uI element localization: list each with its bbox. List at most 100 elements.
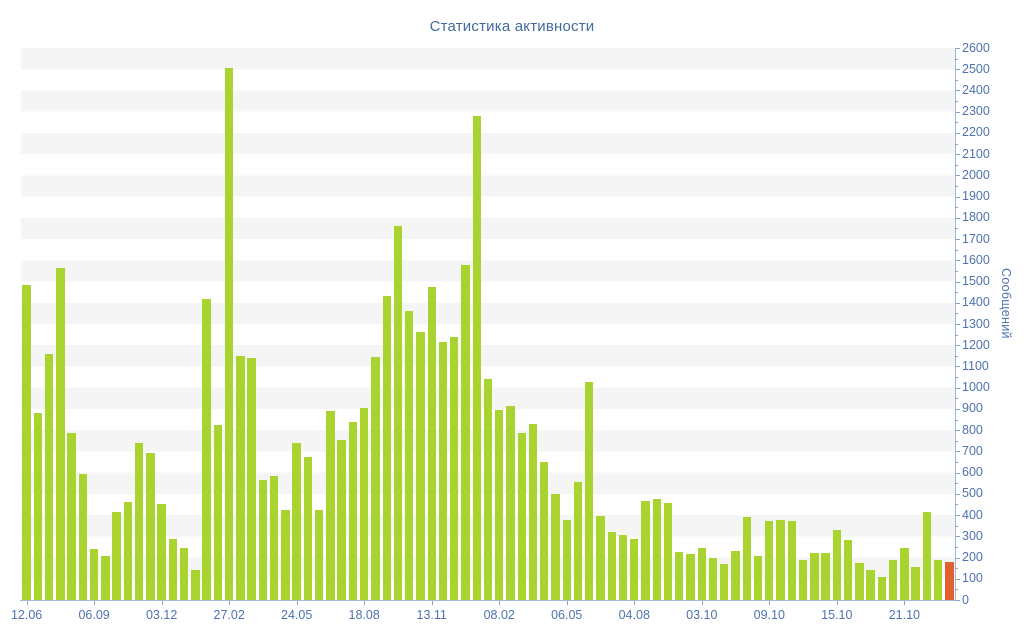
bar-38[interactable] xyxy=(438,342,448,600)
bar-74[interactable] xyxy=(843,539,853,600)
bar-28[interactable] xyxy=(326,411,335,600)
bar-4[interactable] xyxy=(56,268,65,600)
bar-80[interactable] xyxy=(911,567,920,600)
x-tick-label-27.02: 27.02 xyxy=(213,608,245,622)
bar-57[interactable] xyxy=(652,498,661,600)
bar-72[interactable] xyxy=(821,553,830,600)
bar-19[interactable] xyxy=(224,68,234,600)
bar-46[interactable] xyxy=(528,423,538,600)
bar-47[interactable] xyxy=(540,461,549,600)
bar-70[interactable] xyxy=(798,559,808,600)
bar-51[interactable] xyxy=(585,382,594,600)
bar-68[interactable] xyxy=(776,520,785,600)
bar-37[interactable] xyxy=(427,286,436,600)
bar-11[interactable] xyxy=(134,442,144,600)
bar-82[interactable] xyxy=(933,559,943,600)
bar-75[interactable] xyxy=(855,562,864,600)
bar-30[interactable] xyxy=(348,421,358,600)
bar-18[interactable] xyxy=(213,424,223,600)
bar-33[interactable] xyxy=(382,295,391,600)
x-tick xyxy=(296,601,298,605)
bar-71[interactable] xyxy=(810,553,819,600)
bar-48[interactable] xyxy=(551,493,560,600)
bar-2[interactable] xyxy=(33,413,43,600)
bar-6[interactable] xyxy=(78,474,88,600)
bar-66[interactable] xyxy=(753,556,763,600)
bar-73[interactable] xyxy=(832,529,841,600)
bar-9[interactable] xyxy=(112,512,121,600)
bar-21[interactable] xyxy=(247,358,256,600)
y-major-tick xyxy=(955,515,960,517)
y-major-tick xyxy=(955,217,960,219)
bar-60[interactable] xyxy=(686,553,695,600)
bar-31[interactable] xyxy=(359,407,369,600)
bar-15[interactable] xyxy=(179,548,189,600)
y-major-tick xyxy=(955,345,960,347)
y-tick-label-2300: 2300 xyxy=(962,104,990,119)
bar-67[interactable] xyxy=(765,521,774,600)
bar-64[interactable] xyxy=(731,551,740,600)
bar-81[interactable] xyxy=(922,511,932,600)
bar-10[interactable] xyxy=(123,501,133,600)
bar-49[interactable] xyxy=(562,520,571,600)
bar-1[interactable] xyxy=(22,284,31,600)
y-minor-tick xyxy=(955,334,958,336)
bar-62[interactable] xyxy=(708,557,718,600)
bar-55[interactable] xyxy=(630,539,639,600)
bar-20[interactable] xyxy=(236,355,245,600)
bar-50[interactable] xyxy=(573,482,583,600)
x-tick xyxy=(701,601,703,605)
y-tick-label-1000: 1000 xyxy=(962,380,990,395)
bar-76[interactable] xyxy=(866,570,875,600)
bar-40[interactable] xyxy=(461,264,470,600)
bar-54[interactable] xyxy=(618,535,628,600)
bar-59[interactable] xyxy=(675,551,684,600)
bar-39[interactable] xyxy=(450,336,459,600)
bar-34[interactable] xyxy=(393,225,403,600)
bar-53[interactable] xyxy=(607,532,616,600)
bar-52[interactable] xyxy=(596,515,605,600)
bar-23[interactable] xyxy=(269,475,279,600)
bar-24[interactable] xyxy=(281,509,290,600)
bar-56[interactable] xyxy=(641,501,650,600)
bar-7[interactable] xyxy=(89,549,99,600)
bar-79[interactable] xyxy=(900,547,909,600)
y-major-tick xyxy=(955,472,960,474)
y-minor-tick xyxy=(955,504,958,506)
bar-65[interactable] xyxy=(742,517,751,600)
bar-42[interactable] xyxy=(483,379,493,600)
bar-3[interactable] xyxy=(44,354,54,600)
bar-43[interactable] xyxy=(495,409,504,600)
y-minor-tick xyxy=(955,568,958,570)
bar-8[interactable] xyxy=(101,556,110,600)
bar-22[interactable] xyxy=(258,480,268,600)
y-minor-tick xyxy=(955,207,958,209)
bar-26[interactable] xyxy=(303,456,313,600)
x-tick xyxy=(566,601,568,605)
bar-5[interactable] xyxy=(67,432,76,600)
bar-77[interactable] xyxy=(877,576,887,600)
bar-35[interactable] xyxy=(405,311,414,600)
bar-41[interactable] xyxy=(472,115,481,600)
bar-61[interactable] xyxy=(697,547,706,600)
x-tick xyxy=(94,601,96,605)
bar-32[interactable] xyxy=(371,356,380,600)
bar-27[interactable] xyxy=(314,509,324,600)
bar-69[interactable] xyxy=(787,521,796,600)
y-major-tick xyxy=(955,493,960,495)
bar-16[interactable] xyxy=(191,570,200,600)
bar-25[interactable] xyxy=(292,442,301,600)
bar-58[interactable] xyxy=(663,502,673,600)
bar-13[interactable] xyxy=(157,504,166,600)
bar-12[interactable] xyxy=(146,452,155,600)
bar-17[interactable] xyxy=(202,299,211,600)
bar-78[interactable] xyxy=(888,559,898,600)
bar-14[interactable] xyxy=(168,539,178,600)
bar-44[interactable] xyxy=(506,405,515,600)
bar-36[interactable] xyxy=(416,331,425,600)
bar-45[interactable] xyxy=(517,433,526,600)
bar-29[interactable] xyxy=(337,439,346,600)
bar-83[interactable] xyxy=(945,561,954,600)
y-tick-label-1600: 1600 xyxy=(962,252,990,267)
bar-63[interactable] xyxy=(720,563,729,600)
